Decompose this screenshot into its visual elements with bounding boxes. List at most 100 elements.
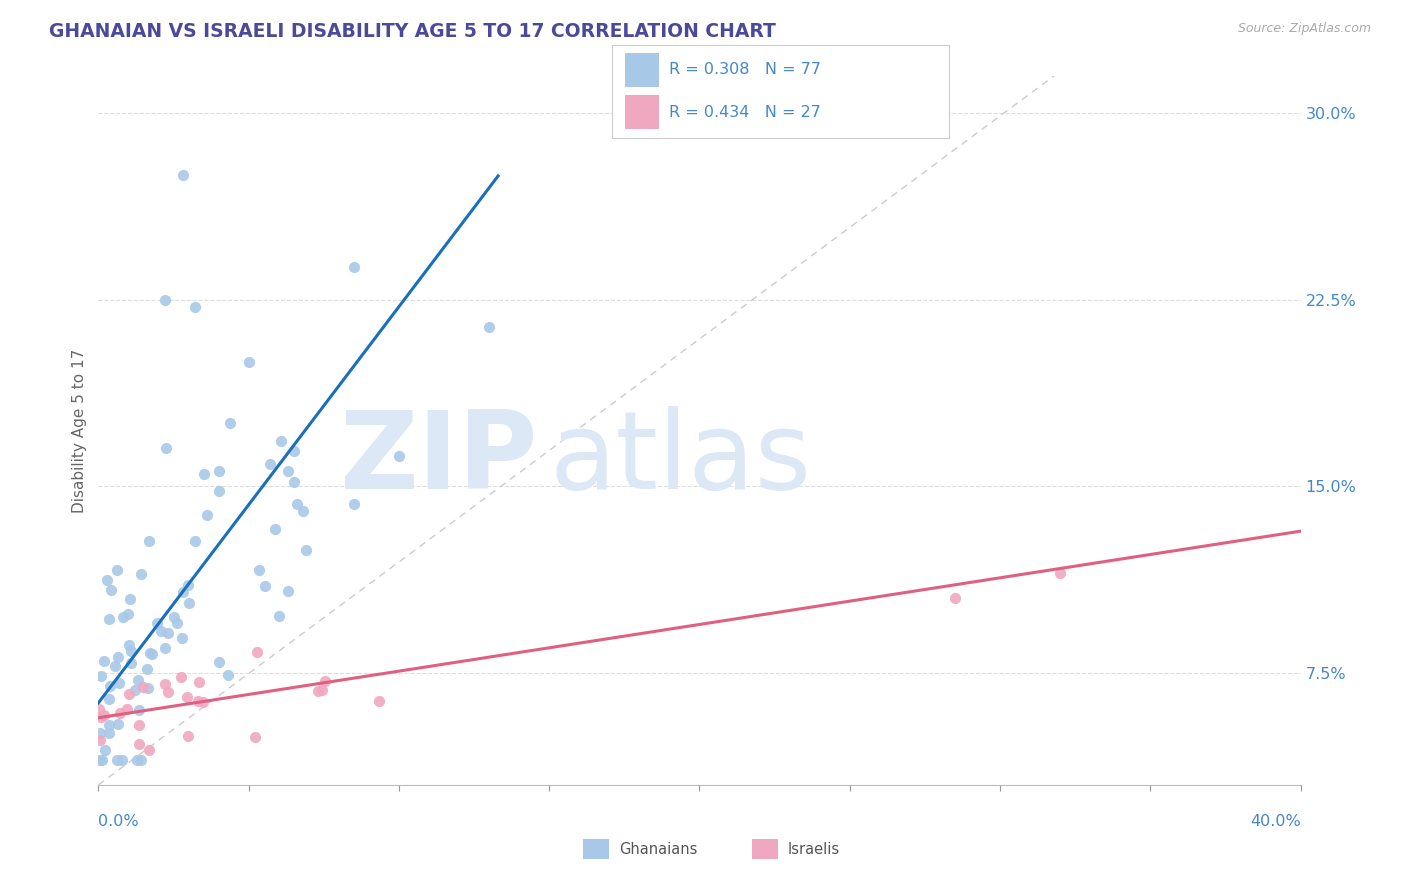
Point xyxy=(127,673,149,687)
Point xyxy=(115,702,138,716)
Point xyxy=(107,650,129,665)
Point xyxy=(146,615,169,630)
Point xyxy=(343,260,366,274)
Point xyxy=(128,718,150,732)
Point xyxy=(90,710,112,724)
Point xyxy=(478,320,501,334)
Point xyxy=(98,718,121,732)
Text: GHANAIAN VS ISRAELI DISABILITY AGE 5 TO 17 CORRELATION CHART: GHANAIAN VS ISRAELI DISABILITY AGE 5 TO … xyxy=(49,22,776,41)
Point xyxy=(153,640,176,655)
Point xyxy=(87,702,110,716)
Point xyxy=(108,706,131,720)
Point xyxy=(94,743,117,757)
Point xyxy=(127,753,149,767)
Point xyxy=(208,464,231,478)
Point xyxy=(343,497,366,511)
Point xyxy=(243,730,266,744)
Point xyxy=(183,300,205,314)
Point xyxy=(172,584,194,599)
Point xyxy=(118,687,141,701)
Point xyxy=(96,573,118,587)
Point xyxy=(311,682,333,697)
Point xyxy=(368,694,391,708)
Point xyxy=(193,467,215,481)
Point xyxy=(264,522,287,536)
Point xyxy=(176,690,198,704)
Point xyxy=(247,563,270,577)
Point xyxy=(118,639,141,653)
Point xyxy=(132,680,155,694)
Bar xyxy=(626,95,659,129)
Point xyxy=(170,631,193,645)
Text: R = 0.434   N = 27: R = 0.434 N = 27 xyxy=(669,105,821,120)
Point xyxy=(208,484,231,499)
Point xyxy=(283,444,305,458)
Point xyxy=(291,504,314,518)
Text: 40.0%: 40.0% xyxy=(1250,814,1301,829)
Text: ZIP: ZIP xyxy=(339,406,537,512)
Point xyxy=(105,753,128,767)
Point xyxy=(177,577,200,591)
Point xyxy=(93,708,115,723)
Point xyxy=(118,592,141,607)
Point xyxy=(157,625,180,640)
Point xyxy=(129,753,152,767)
Point xyxy=(105,564,128,578)
Point xyxy=(253,579,276,593)
Point xyxy=(208,655,231,669)
Point xyxy=(100,583,122,598)
Point xyxy=(129,567,152,582)
Point xyxy=(112,610,135,624)
Point xyxy=(314,674,336,689)
Point xyxy=(162,610,184,624)
Point xyxy=(285,497,308,511)
Point xyxy=(238,355,260,369)
Point xyxy=(179,596,201,610)
Point xyxy=(195,508,218,523)
Point xyxy=(117,607,139,622)
Point xyxy=(128,703,150,717)
Point xyxy=(91,753,114,767)
Point xyxy=(193,695,215,709)
Point xyxy=(138,646,160,660)
Point xyxy=(155,442,177,456)
Text: 0.0%: 0.0% xyxy=(98,814,139,829)
Point xyxy=(246,645,269,659)
Point xyxy=(141,647,163,661)
Point xyxy=(128,737,150,751)
Point xyxy=(943,591,966,606)
Point xyxy=(136,663,159,677)
Text: Israelis: Israelis xyxy=(787,842,839,856)
Point xyxy=(277,583,299,598)
Point xyxy=(136,681,159,695)
Point xyxy=(219,416,242,430)
Point xyxy=(217,668,239,682)
Point xyxy=(93,654,115,668)
Point xyxy=(277,464,299,478)
Point xyxy=(155,677,177,691)
Point xyxy=(270,434,292,448)
Point xyxy=(107,676,129,690)
Point xyxy=(138,743,160,757)
Point xyxy=(188,675,211,690)
Point xyxy=(120,657,142,671)
Point xyxy=(187,694,209,708)
Point xyxy=(149,624,172,638)
Point xyxy=(295,542,318,557)
Point xyxy=(267,608,290,623)
Point xyxy=(98,612,121,626)
Point xyxy=(177,729,200,743)
Point xyxy=(1049,566,1071,581)
Point xyxy=(153,293,176,307)
Point xyxy=(89,725,111,739)
Point xyxy=(388,449,411,463)
Text: atlas: atlas xyxy=(550,406,811,512)
Point xyxy=(170,670,193,684)
Point xyxy=(124,683,146,698)
Point xyxy=(104,658,127,673)
Point xyxy=(97,726,120,740)
Text: Ghanaians: Ghanaians xyxy=(619,842,697,856)
Point xyxy=(283,475,305,490)
Point xyxy=(98,692,121,706)
Point xyxy=(111,753,134,767)
